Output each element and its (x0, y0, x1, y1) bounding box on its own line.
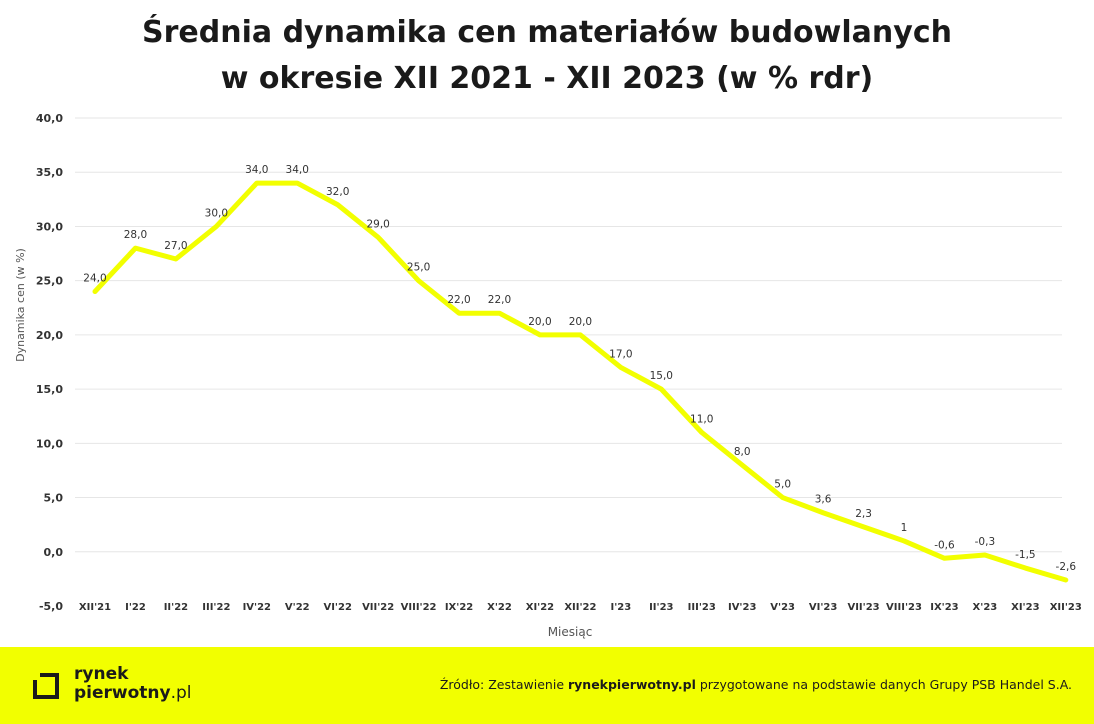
x-axis-title: Miesiąc (548, 625, 593, 639)
data-label: 32,0 (326, 186, 349, 198)
data-label: 8,0 (734, 446, 751, 458)
data-label: 1 (901, 522, 908, 534)
data-label: 20,0 (528, 316, 551, 328)
y-tick-label: 30,0 (36, 220, 63, 233)
y-tick-label: 40,0 (36, 112, 63, 125)
x-tick-label: VII'23 (847, 602, 879, 613)
x-tick-label: X'23 (973, 602, 998, 613)
x-tick-label: VI'23 (809, 602, 837, 613)
source-prefix: Źródło: Zestawienie (439, 677, 568, 692)
data-label: 11,0 (690, 413, 713, 425)
chart-title: Średnia dynamika cen materiałów budowlan… (0, 10, 1094, 102)
data-label: 2,3 (855, 508, 872, 520)
data-label: -0,6 (934, 539, 955, 551)
series-line (92, 180, 1069, 583)
logo-line1: rynek (74, 664, 129, 684)
data-label: 27,0 (164, 240, 187, 252)
logo-line2: pierwotny.pl (74, 684, 192, 703)
x-tick-label: II'23 (649, 602, 673, 613)
x-tick-label: VIII'23 (886, 602, 922, 613)
data-label: 29,0 (366, 218, 389, 230)
logo-text: rynek pierwotny.pl (74, 665, 192, 703)
y-axis-title: Dynamika cen (w %) (14, 248, 27, 362)
x-tick-label: II'22 (164, 602, 188, 613)
data-label: 34,0 (245, 164, 268, 176)
x-tick-label: VI'22 (323, 602, 351, 613)
data-label: 25,0 (407, 262, 430, 274)
x-tick-label: XI'22 (526, 602, 554, 613)
source-brand: rynekpierwotny.pl (567, 677, 696, 692)
data-label: 22,0 (447, 294, 470, 306)
x-tick-label: VIII'22 (401, 602, 437, 613)
x-tick-label: V'22 (285, 602, 310, 613)
data-label: 24,0 (83, 273, 106, 285)
y-tick-label: 0,0 (44, 546, 64, 559)
x-tick-label: I'23 (610, 602, 631, 613)
x-tick-label: III'23 (688, 602, 716, 613)
x-tick-label: XII'22 (564, 602, 596, 613)
source-suffix: przygotowane na podstawie danych Grupy P… (695, 677, 1072, 692)
x-tick-label: III'22 (202, 602, 230, 613)
y-tick-label: 20,0 (36, 329, 63, 342)
logo-line2-suffix: .pl (170, 683, 192, 703)
footer-banner: rynek pierwotny.pl Źródło: Zestawienie r… (0, 647, 1094, 724)
x-tick-label: XII'23 (1050, 602, 1082, 613)
data-label: 34,0 (286, 164, 309, 176)
x-tick-label: IX'23 (930, 602, 958, 613)
chart-title-line2: w okresie XII 2021 - XII 2023 (w % rdr) (220, 61, 874, 96)
data-label: -2,6 (1056, 561, 1077, 573)
source-note: Źródło: Zestawienie rynekpierwotny.pl pr… (440, 677, 1072, 692)
x-tick-label: V'23 (770, 602, 795, 613)
logo-line2-main: pierwotny (74, 683, 171, 703)
x-tick-label: VII'22 (362, 602, 394, 613)
x-tick-label: IV'23 (728, 602, 756, 613)
data-label: 5,0 (774, 479, 791, 491)
y-tick-label: 5,0 (44, 492, 64, 505)
y-tick-label: 10,0 (36, 437, 63, 450)
y-tick-label: -5,0 (39, 600, 63, 613)
x-tick-label: X'22 (487, 602, 512, 613)
data-label: 15,0 (650, 370, 673, 382)
x-tick-label: I'22 (125, 602, 146, 613)
x-tick-label: XII'21 (79, 602, 111, 613)
x-tick-label: XI'23 (1011, 602, 1039, 613)
y-tick-label: 15,0 (36, 383, 63, 396)
data-label: 20,0 (569, 316, 592, 328)
y-tick-label: 35,0 (36, 166, 63, 179)
data-label: -1,5 (1015, 549, 1036, 561)
x-tick-label: IX'22 (445, 602, 473, 613)
data-label: 17,0 (609, 348, 632, 360)
data-label: 3,6 (815, 494, 832, 506)
chart-title-line1: Średnia dynamika cen materiałów budowlan… (142, 15, 952, 50)
y-tick-label: 25,0 (36, 275, 63, 288)
data-label: 28,0 (124, 229, 147, 241)
data-label: 22,0 (488, 294, 511, 306)
logo-icon (33, 673, 59, 699)
line-chart: -5,00,05,010,015,020,025,030,035,040,0XI… (14, 112, 1082, 639)
x-tick-label: IV'22 (243, 602, 271, 613)
data-label: 30,0 (205, 207, 228, 219)
data-label: -0,3 (975, 536, 996, 548)
